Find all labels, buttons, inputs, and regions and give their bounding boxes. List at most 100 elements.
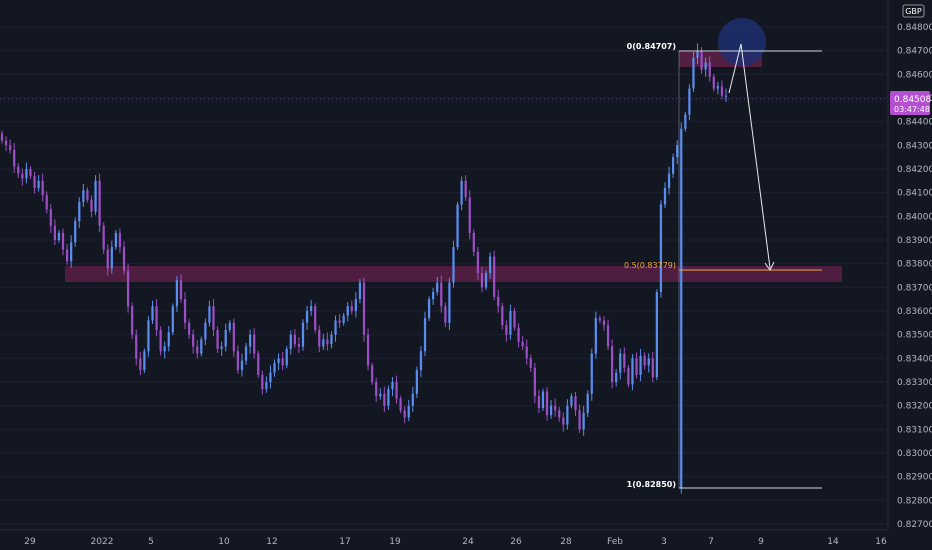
candle-body [651, 358, 654, 378]
price-tick-label: 0.84400 [897, 118, 932, 128]
candle-body [635, 358, 638, 375]
candle-body [594, 318, 597, 354]
candle [533, 362, 536, 404]
candle [676, 140, 679, 165]
candle-body [407, 405, 410, 418]
current-price-value: 0.84508 [894, 95, 931, 105]
candle-body [236, 351, 240, 371]
price-tick-label: 0.82700 [897, 520, 932, 530]
candle [265, 376, 268, 393]
candle [326, 332, 329, 351]
currency-badge[interactable] [902, 4, 925, 18]
candle-body [273, 363, 276, 373]
candle [366, 328, 370, 371]
candle-body [171, 306, 174, 333]
time-tick-label: 24 [462, 537, 474, 547]
candle-body [98, 180, 101, 226]
candle-body [269, 372, 272, 382]
candle-body [86, 190, 89, 200]
candle-body [187, 322, 191, 335]
candle [33, 171, 36, 194]
price-tick-label: 0.84800 [897, 23, 932, 33]
candle-body [244, 346, 248, 361]
candle [647, 353, 650, 373]
candle-body [257, 353, 260, 375]
candle [330, 331, 333, 349]
target-circle-marker [718, 18, 766, 66]
candle-body [240, 360, 244, 371]
candle-body [570, 396, 573, 406]
candle [432, 287, 435, 305]
candle [598, 315, 602, 324]
current-price-box [890, 91, 930, 115]
candle [472, 229, 475, 257]
candle-body [281, 358, 284, 366]
candle-body [623, 353, 626, 368]
time-tick-label: 12 [266, 537, 277, 547]
candle-body [639, 355, 642, 375]
candle [118, 228, 122, 253]
time-tick-label: 10 [218, 537, 230, 547]
candle [70, 235, 73, 268]
candle [0, 130, 4, 144]
candle [635, 352, 638, 379]
candle-body [143, 351, 146, 371]
candle [334, 315, 337, 342]
candle-body [155, 306, 158, 330]
price-tick-label: 0.83000 [897, 449, 932, 459]
candle [627, 364, 630, 388]
candle [407, 399, 410, 422]
candle [639, 348, 642, 382]
candle [379, 388, 382, 400]
candle-body [167, 332, 170, 347]
price-tick-label: 0.83300 [897, 378, 932, 388]
candle [114, 230, 118, 250]
candle [448, 277, 451, 330]
candle [41, 173, 44, 202]
candle [659, 200, 663, 298]
candle [399, 395, 402, 414]
candle-body [371, 365, 374, 382]
candle [318, 325, 321, 353]
candle-body [70, 242, 73, 262]
candle-body [427, 299, 431, 319]
candle-body [204, 322, 207, 340]
candle [126, 263, 130, 313]
candle-body [497, 296, 500, 307]
candle [289, 330, 292, 355]
candle-body [375, 382, 378, 397]
candle-body [265, 382, 268, 390]
projection-arrowhead [764, 261, 775, 271]
candle-body [606, 325, 610, 347]
candle-body [131, 306, 134, 335]
candle-body [415, 370, 418, 394]
candle-body [602, 320, 606, 326]
candle [488, 252, 492, 279]
candle [244, 342, 248, 365]
candle [212, 299, 215, 337]
candle [65, 243, 69, 265]
candle [297, 337, 301, 353]
price-axis[interactable]: 0.848000.847000.846000.845000.844000.843… [897, 23, 932, 530]
candle [667, 166, 671, 195]
candle [505, 320, 508, 342]
candle-body [533, 367, 536, 397]
candle [143, 348, 146, 374]
candle-body [712, 76, 715, 89]
candle [350, 300, 353, 315]
candle-body [41, 180, 44, 196]
candle [183, 292, 187, 330]
price-tick-label: 0.84000 [897, 212, 932, 222]
time-axis[interactable]: 29 2022 5 10 12 17 19 24 26 28 Feb 3 7 9 14 16 [24, 537, 887, 547]
candle [305, 306, 309, 330]
candle-body [118, 232, 122, 248]
candle-body [598, 318, 602, 321]
candle-body [676, 145, 679, 158]
candle-body [432, 292, 435, 300]
candle-body [17, 166, 20, 174]
candle-body [716, 86, 719, 89]
candle-body [521, 341, 524, 347]
candle-body [151, 306, 154, 321]
candle [151, 300, 154, 325]
